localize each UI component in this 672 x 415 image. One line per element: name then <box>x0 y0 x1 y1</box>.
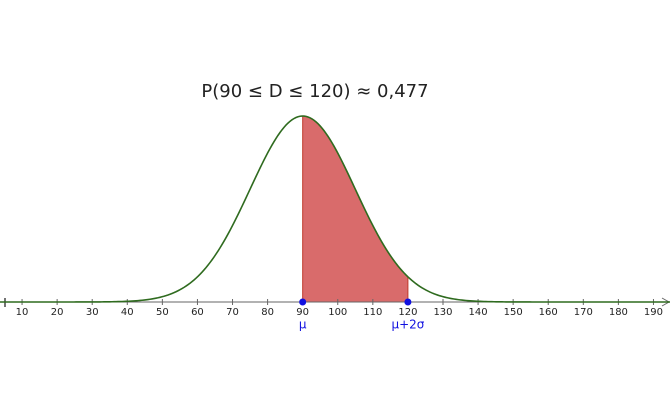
point <box>299 298 307 306</box>
x-tick-label: 150 <box>504 307 523 318</box>
chart-title: P(90 ≤ D ≤ 120) ≈ 0,477 <box>201 81 428 102</box>
x-tick-label: 160 <box>539 307 558 318</box>
x-tick-label: 20 <box>51 307 64 318</box>
x-tick-label: 90 <box>296 307 309 318</box>
x-tick-label: 180 <box>609 307 628 318</box>
point <box>404 298 412 306</box>
density-curve <box>0 115 670 303</box>
x-tick-label: 70 <box>226 307 239 318</box>
x-tick-label: 190 <box>644 307 663 318</box>
x-tick-label: 30 <box>86 307 99 318</box>
x-tick-label: 80 <box>261 307 274 318</box>
x-tick-label: 50 <box>156 307 169 318</box>
point-label: μ+2σ <box>391 318 424 332</box>
x-tick-label: 170 <box>574 307 593 318</box>
x-tick-label: 120 <box>398 307 417 318</box>
x-tick-label: 130 <box>433 307 452 318</box>
x-tick-label: 140 <box>469 307 488 318</box>
x-tick-label: 60 <box>191 307 204 318</box>
x-tick-label: 10 <box>16 307 29 318</box>
x-tick-label: 110 <box>363 307 382 318</box>
x-tick-label: 40 <box>121 307 134 318</box>
point-label: μ <box>299 318 307 332</box>
x-tick-label: 100 <box>328 307 347 318</box>
